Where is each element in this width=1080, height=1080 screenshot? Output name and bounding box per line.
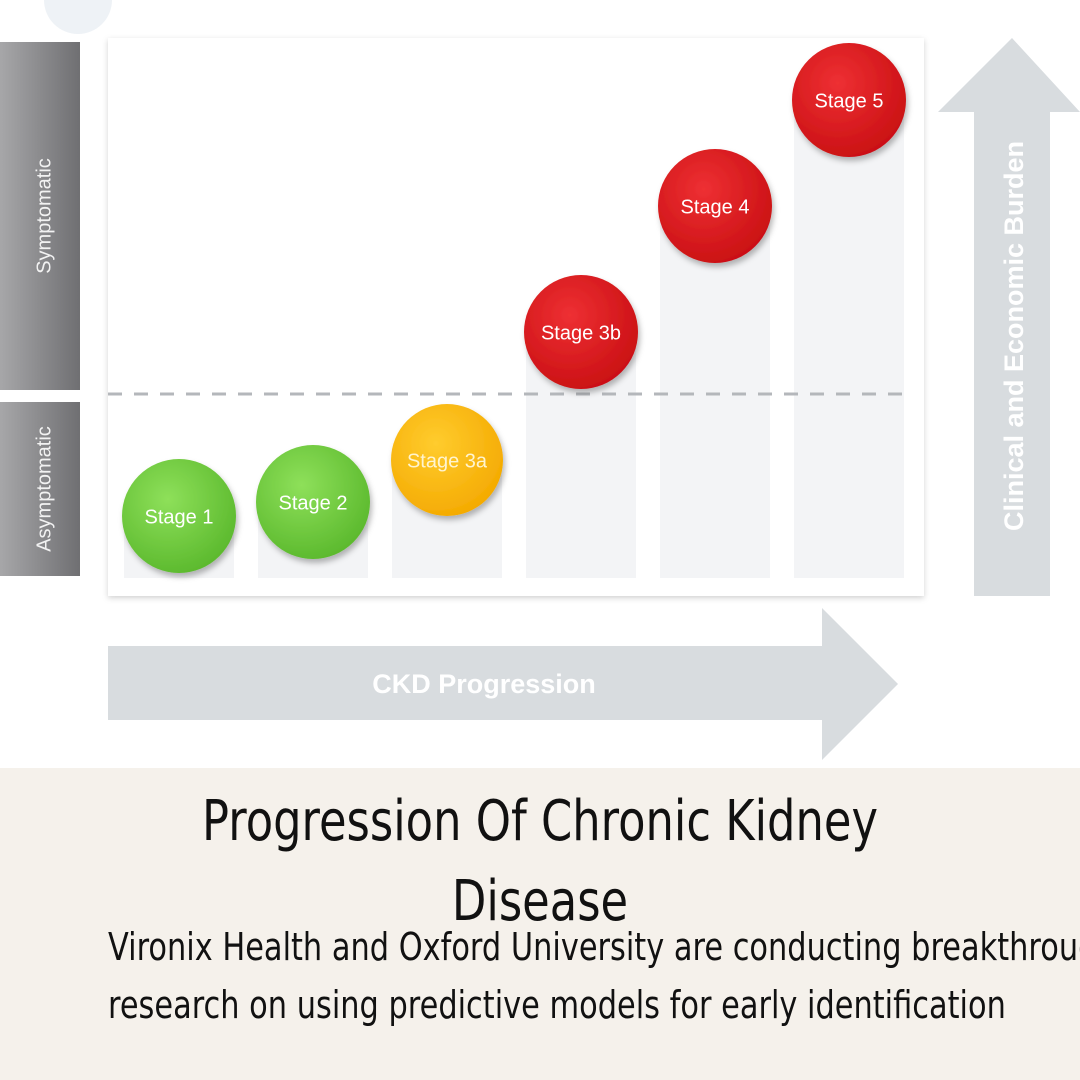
stage-marker-stage-2 bbox=[256, 445, 370, 559]
caption-title: Progression Of Chronic Kidney Disease bbox=[202, 789, 878, 934]
stage-label-stage-2: Stage 2 bbox=[279, 492, 348, 514]
stage-label-stage-1: Stage 1 bbox=[145, 506, 214, 528]
asymptomatic-bar bbox=[0, 402, 80, 576]
stage-marker-stage-4 bbox=[658, 149, 772, 263]
stage-label-stage-3a: Stage 3a bbox=[407, 450, 488, 472]
caption-body: Vironix Health and Oxford University are… bbox=[108, 918, 1080, 1034]
stage-marker-stage-3b bbox=[524, 275, 638, 389]
stage-label-stage-5: Stage 5 bbox=[815, 90, 884, 112]
progression-arrow-label: CKD Progression bbox=[372, 669, 596, 699]
stage-marker-stage-5 bbox=[792, 43, 906, 157]
burden-arrow-label: Clinical and Economic Burden bbox=[999, 141, 1029, 531]
chart-box bbox=[108, 38, 924, 596]
asymptomatic-label: Asymptomatic bbox=[33, 426, 55, 552]
corner-decoration bbox=[44, 0, 112, 34]
caption-body-line-2: research on using predictive models for … bbox=[108, 983, 1006, 1027]
stage-column-stage-5 bbox=[794, 100, 904, 578]
burden-arrow bbox=[938, 38, 1080, 596]
symptomatic-label: Symptomatic bbox=[33, 158, 55, 274]
stage-column-stage-4 bbox=[660, 206, 770, 578]
stage-marker-stage-1 bbox=[122, 459, 236, 573]
caption-panel bbox=[0, 768, 1080, 1080]
stage-marker-stage-3a bbox=[391, 404, 503, 516]
stage-label-stage-3b: Stage 3b bbox=[541, 322, 621, 344]
symptomatic-bar bbox=[0, 42, 80, 390]
stage-label-stage-4: Stage 4 bbox=[681, 196, 750, 218]
progression-arrow bbox=[108, 608, 898, 760]
stage-markers: Stage 1 Stage 2 Stage 3a Stage 3b Stage 4 Sta… bbox=[122, 43, 906, 573]
caption-body-line-1: Vironix Health and Oxford University are… bbox=[108, 925, 1080, 969]
